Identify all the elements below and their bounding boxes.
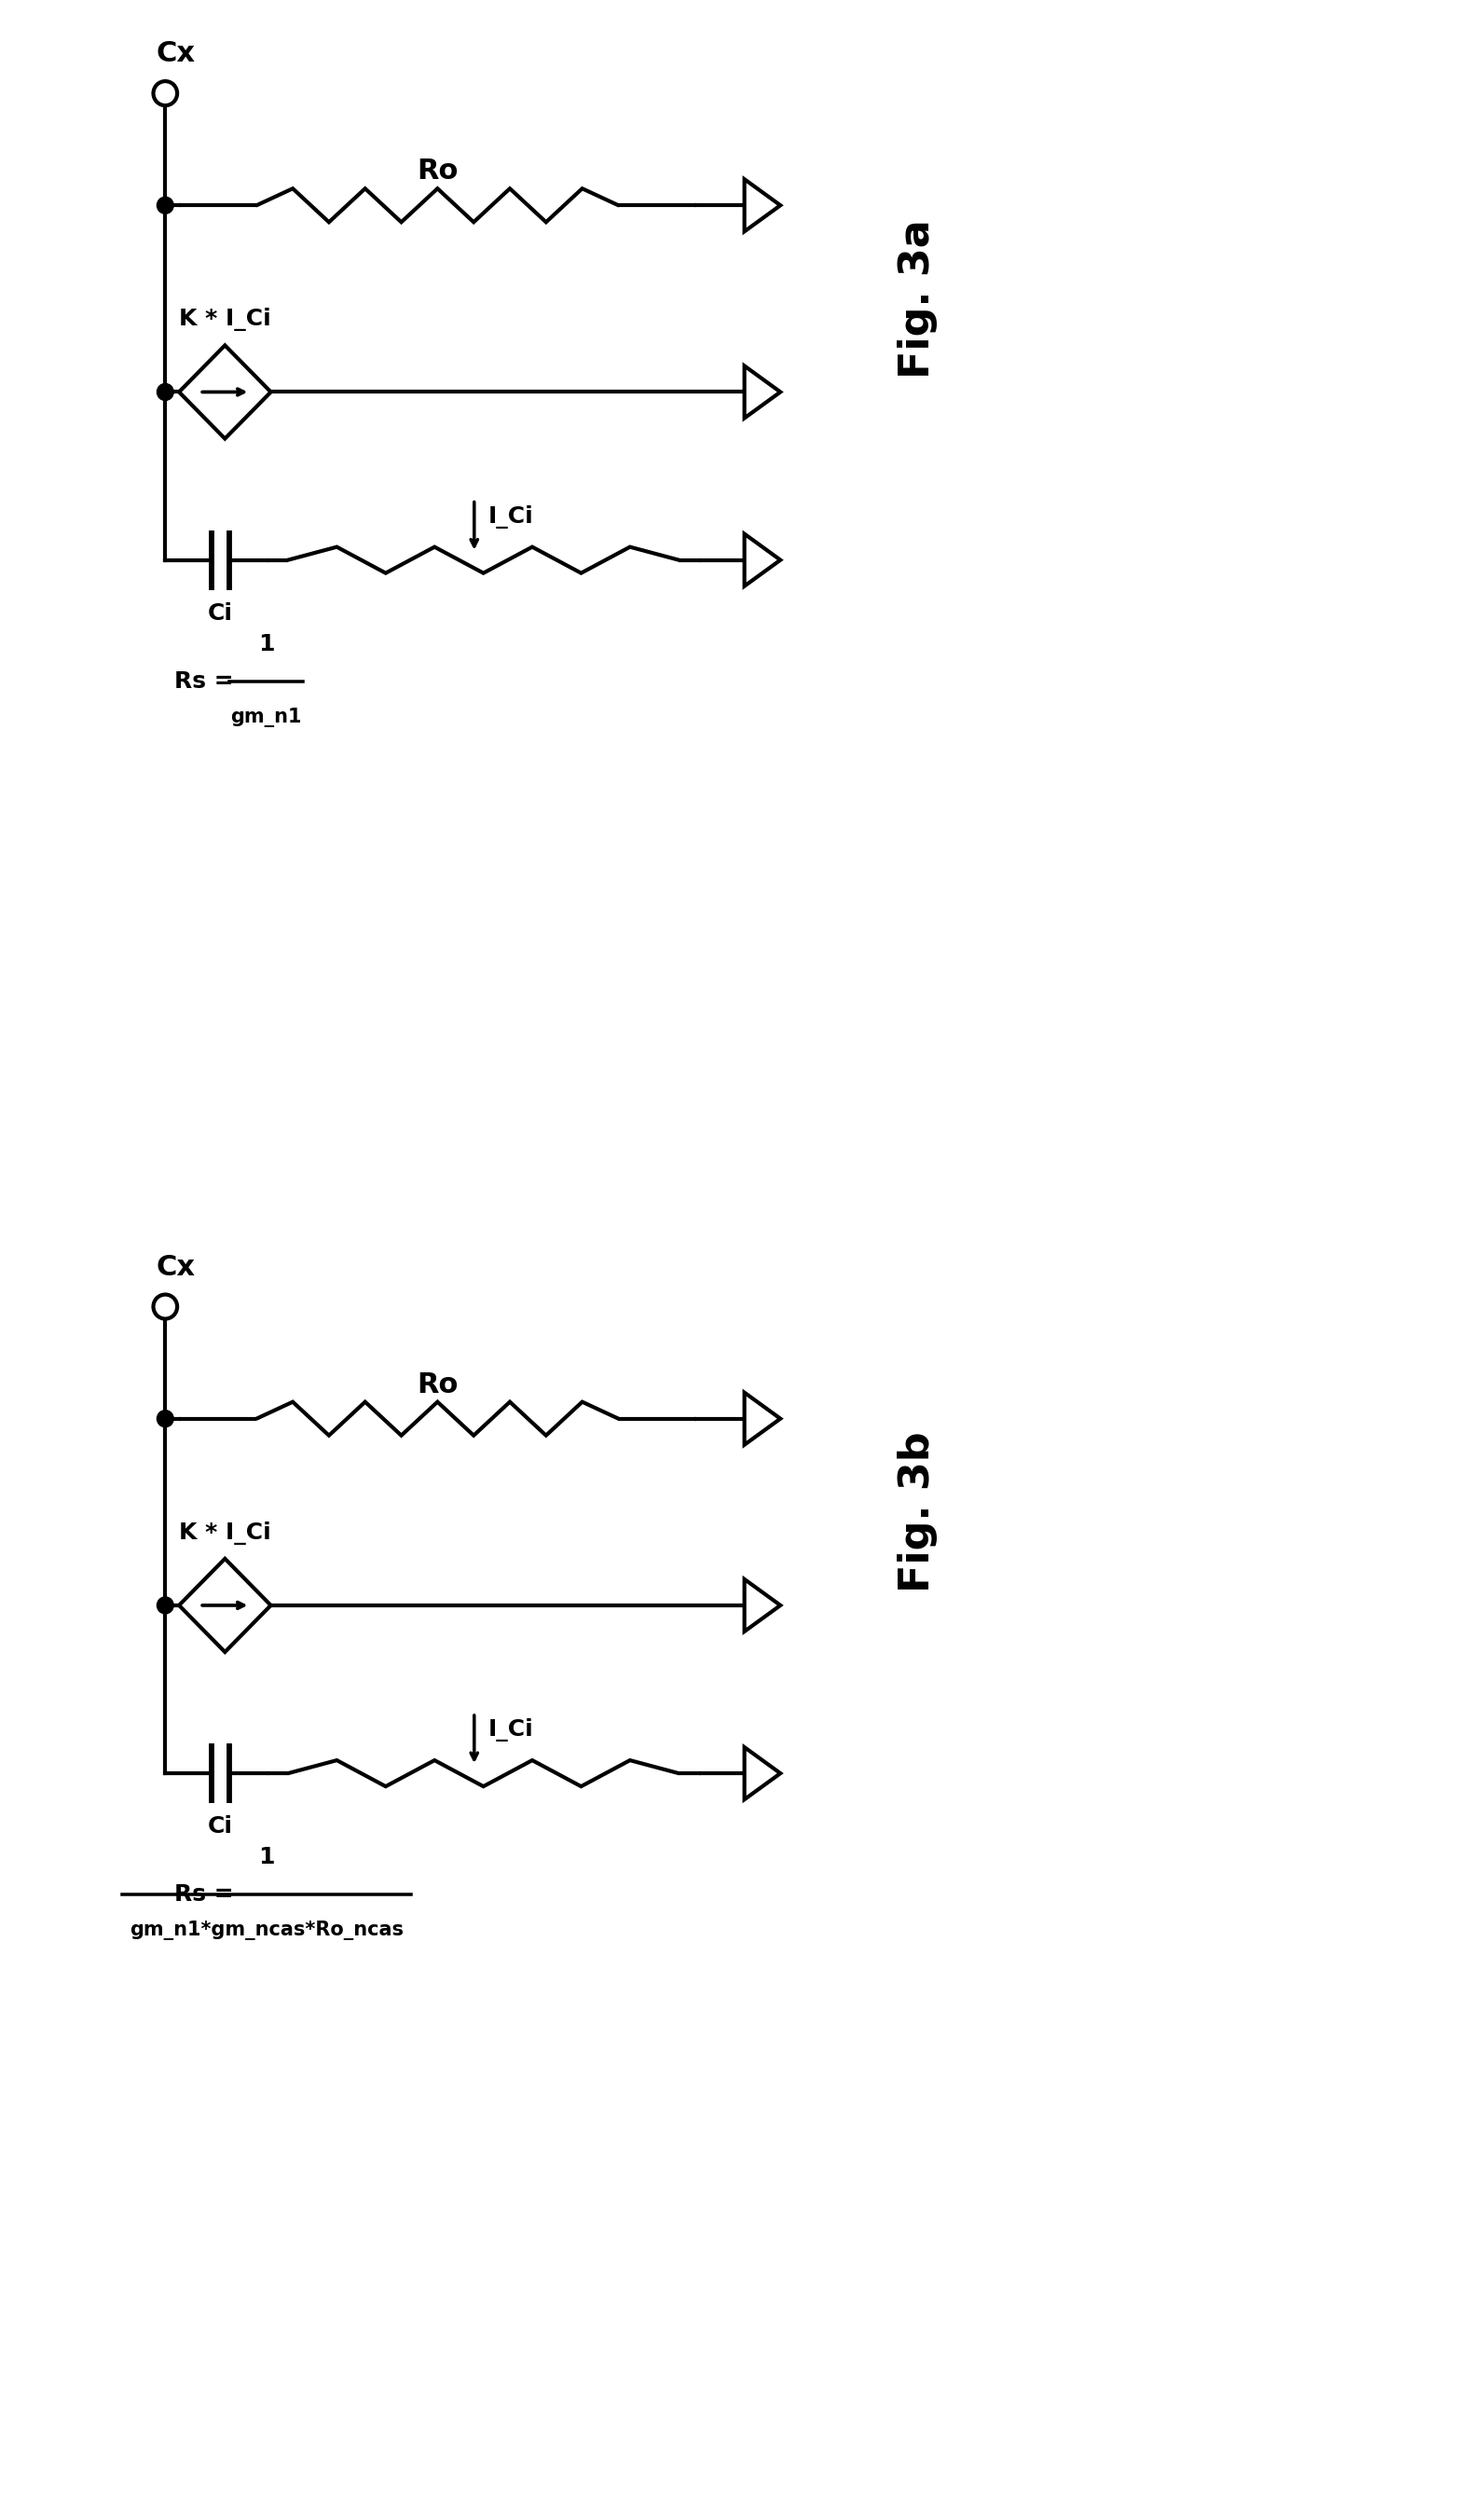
Text: Ci: Ci — [207, 602, 234, 625]
Text: K * I_Ci: K * I_Ci — [179, 307, 270, 330]
Text: Rs =: Rs = — [175, 670, 242, 693]
Text: gm_n1*gm_ncas*Ro_ncas: gm_n1*gm_ncas*Ro_ncas — [129, 1920, 404, 1940]
Circle shape — [157, 1598, 173, 1613]
Text: Ro: Ro — [417, 1371, 458, 1399]
Text: Rs =: Rs = — [175, 1882, 242, 1905]
Circle shape — [157, 1411, 173, 1426]
Text: Fig. 3b: Fig. 3b — [898, 1431, 939, 1593]
Text: Ro: Ro — [417, 159, 458, 184]
Text: gm_n1: gm_n1 — [231, 708, 303, 728]
Text: I_Ci: I_Ci — [488, 1719, 533, 1741]
Circle shape — [157, 383, 173, 401]
Circle shape — [157, 197, 173, 214]
Text: Cx: Cx — [156, 40, 195, 68]
Circle shape — [153, 81, 178, 106]
Circle shape — [153, 1295, 178, 1318]
Text: I_Ci: I_Ci — [488, 504, 533, 529]
Text: 1: 1 — [259, 633, 275, 655]
Text: Fig. 3a: Fig. 3a — [898, 219, 939, 378]
Text: K * I_Ci: K * I_Ci — [179, 1522, 270, 1545]
Text: Ci: Ci — [207, 1814, 234, 1837]
Text: Cx: Cx — [156, 1252, 195, 1280]
Text: 1: 1 — [259, 1847, 275, 1867]
